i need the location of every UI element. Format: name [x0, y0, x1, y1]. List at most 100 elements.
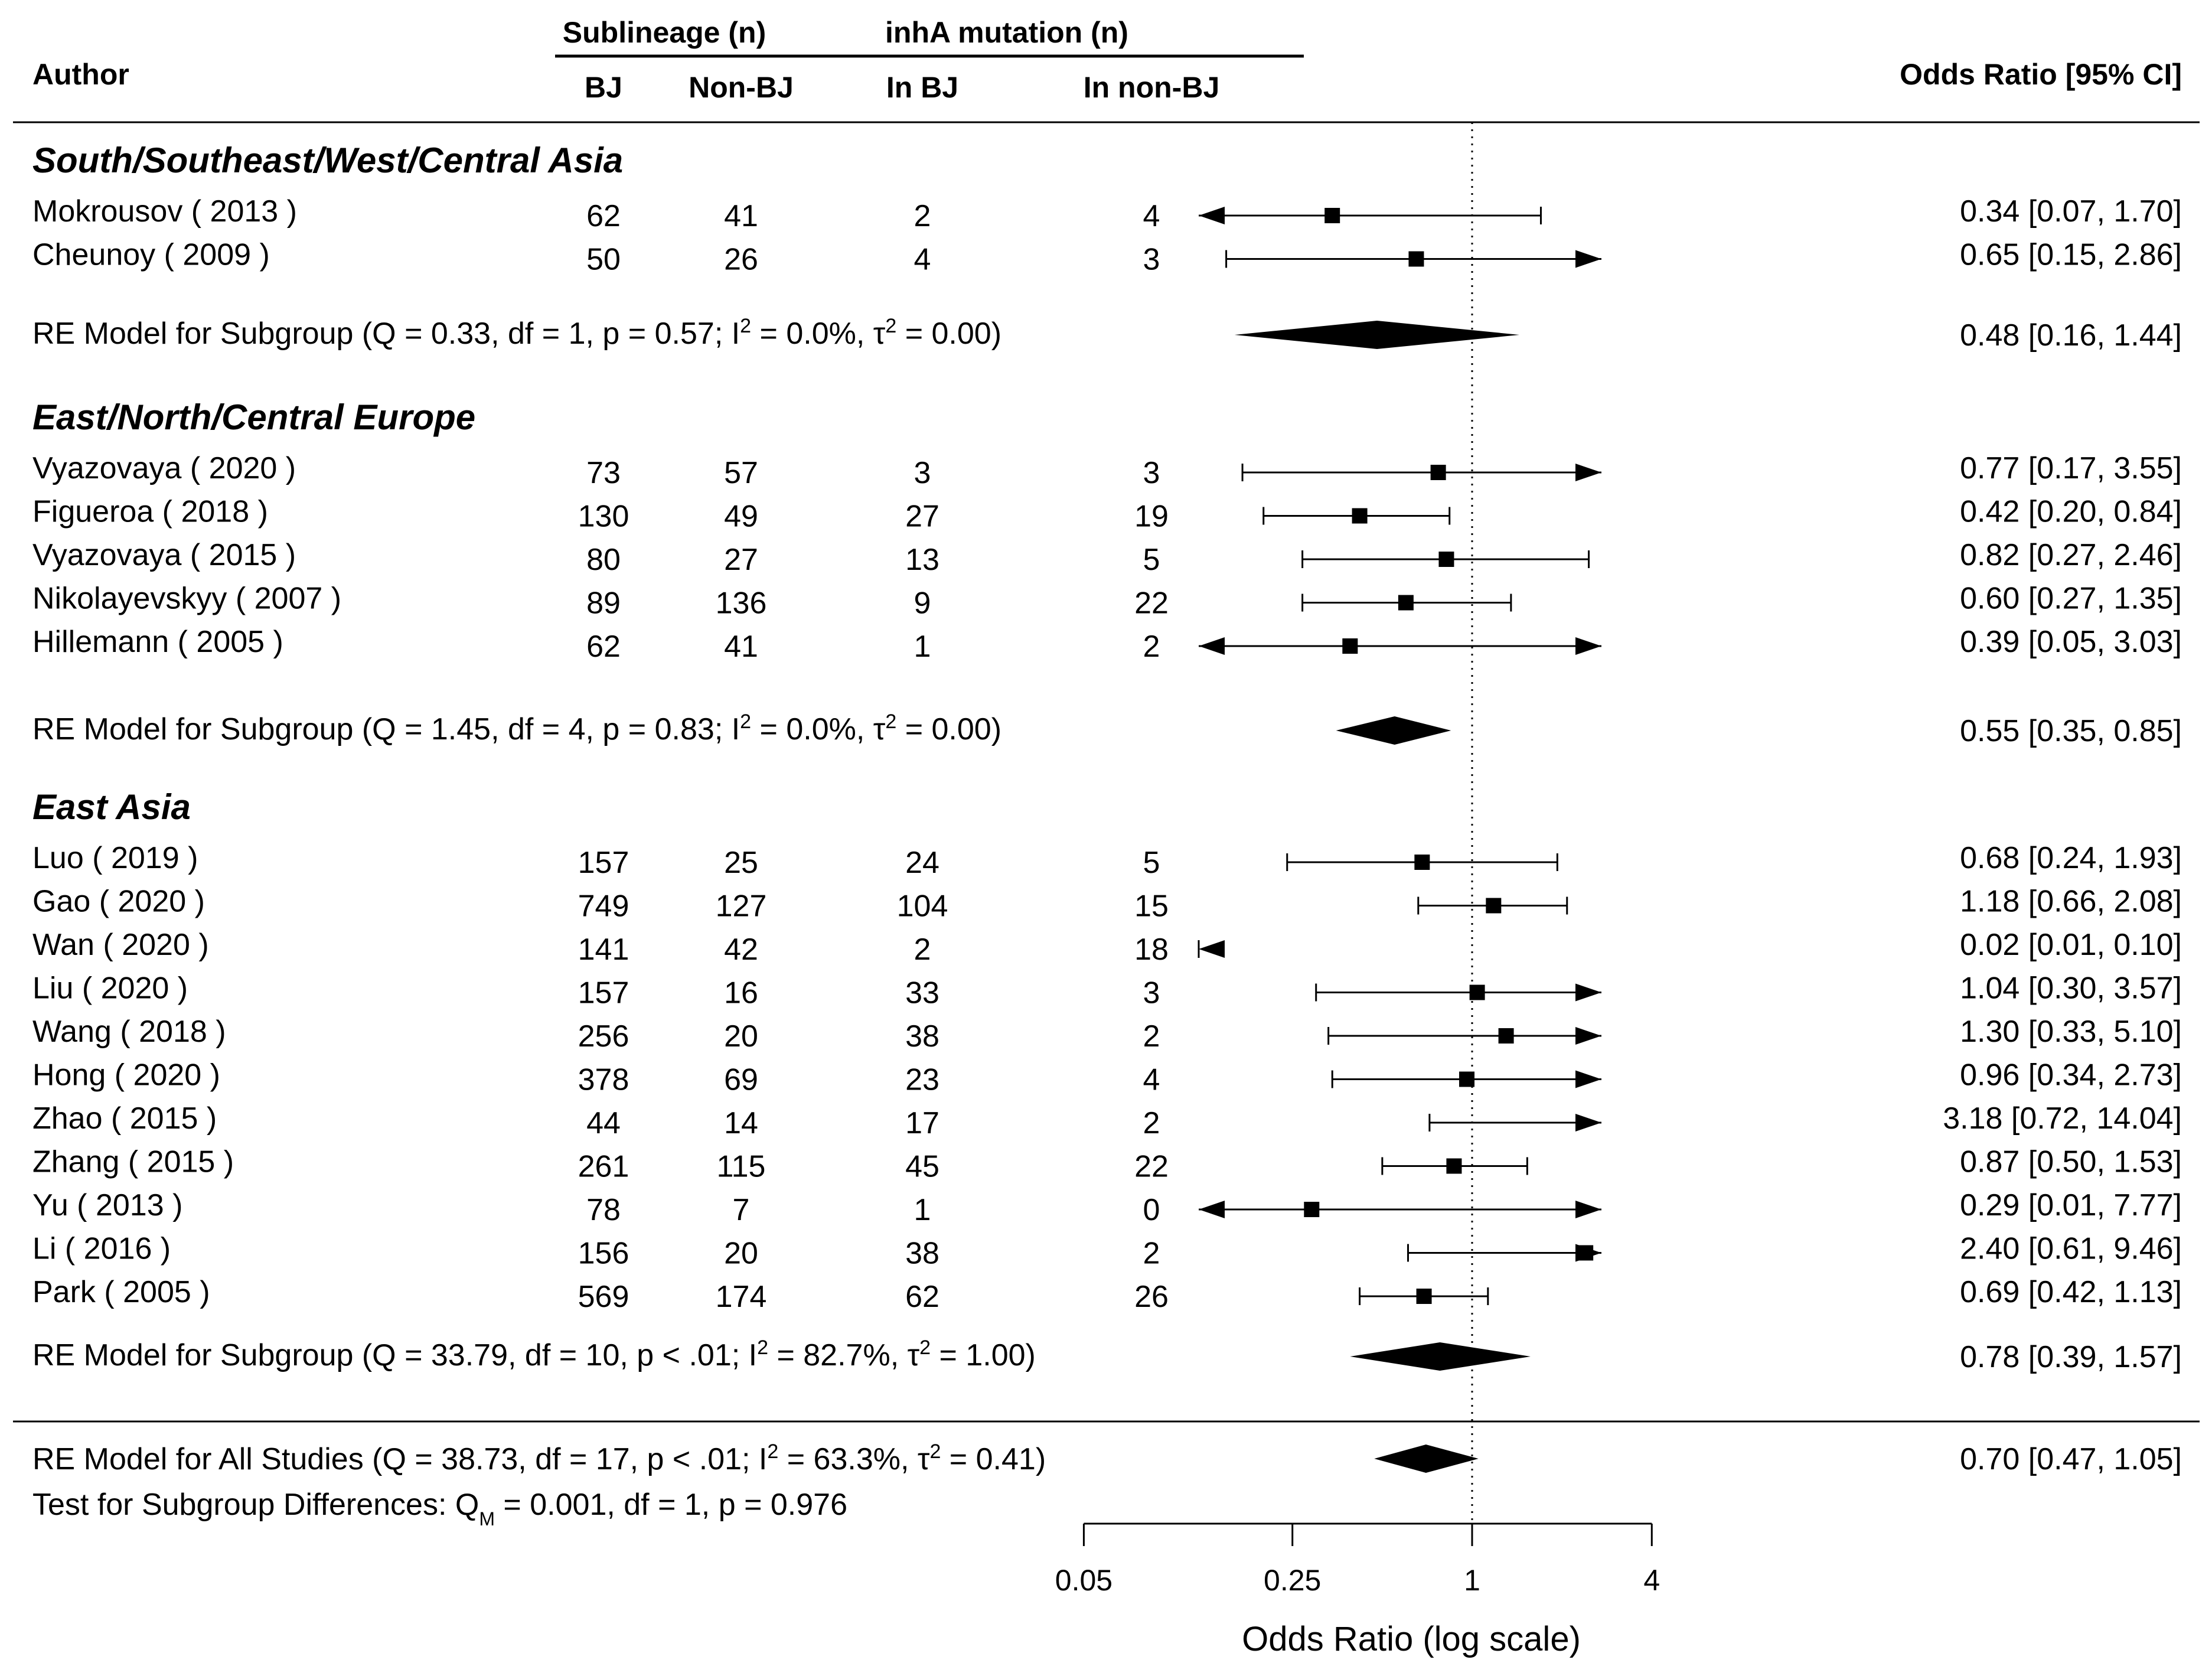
point-estimate [1469, 984, 1485, 1000]
inha-mutation-header: inhA mutation (n) [885, 16, 1128, 49]
overall-model-label: RE Model for All Studies (Q = 38.73, df … [32, 1440, 1046, 1476]
odds-ratio-ci: 0.29 [0.01, 7.77] [1960, 1188, 2182, 1222]
study-author: Hong ( 2020 ) [32, 1058, 220, 1093]
in-non-bj-count: 3 [1143, 976, 1160, 1010]
in-bj-count: 9 [914, 586, 931, 621]
ci-arrow-left [1199, 940, 1225, 958]
bj-count: 80 [586, 543, 621, 577]
ci-mark [1331, 1070, 1601, 1088]
in-non-bj-count: 3 [1143, 456, 1160, 490]
study-row: Mokrousov ( 2013 ) 62 41 2 4 0.34 [0.07, 1.70… [32, 194, 2182, 233]
point-estimate [1416, 1289, 1432, 1304]
study-author: Gao ( 2020 ) [32, 885, 205, 919]
bj-count: 261 [578, 1150, 629, 1184]
point-estimate [1430, 465, 1446, 480]
in-bj-count: 38 [905, 1237, 939, 1271]
in-non-bj-count: 15 [1134, 889, 1169, 924]
subgroup-title: East Asia [32, 787, 191, 827]
ci-mark [1286, 853, 1558, 871]
study-author: Liu ( 2020 ) [32, 971, 188, 1006]
non-bj-count: 14 [724, 1106, 758, 1140]
ci-mark [1359, 1287, 1489, 1305]
point-estimate [1408, 251, 1424, 267]
subgroup-2: East/North/Central Europe Vyazovaya ( 202… [32, 397, 2182, 748]
study-row: Nikolayevskyy ( 2007 ) 89 136 9 22 0.60 [0.27… [32, 582, 2182, 621]
non-bj-count: 127 [716, 889, 767, 924]
point-estimate [1486, 898, 1502, 914]
re-model-label: RE Model for Subgroup (Q = 0.33, df = 1,… [32, 315, 1001, 351]
odds-ratio-ci: 1.18 [0.66, 2.08] [1960, 885, 2182, 919]
bj-count: 62 [586, 630, 621, 664]
axis-tick-label: 4 [1643, 1564, 1660, 1597]
in-non-bj-count: 4 [1143, 199, 1160, 233]
odds-ratio-ci: 0.42 [0.20, 0.84] [1960, 495, 2182, 529]
ci-mark [1407, 1244, 1601, 1262]
ci-mark [1241, 464, 1601, 481]
re-model-diamond [1350, 1342, 1531, 1371]
overall-diamond [1374, 1445, 1479, 1473]
in-bj-count: 27 [905, 500, 939, 534]
point-estimate [1414, 855, 1430, 870]
study-row: Wan ( 2020 ) 141 42 2 18 0.02 [0.01, 0.10] [32, 928, 2182, 967]
in-bj-count: 62 [905, 1280, 939, 1314]
study-author: Hillemann ( 2005 ) [32, 625, 283, 659]
in-bj-count: 38 [905, 1019, 939, 1054]
sublineage-header: Sublineage (n) [563, 16, 766, 49]
in-non-bj-count: 5 [1143, 846, 1160, 880]
in-bj-count: 2 [914, 199, 931, 233]
in-non-bj-count: 26 [1134, 1280, 1169, 1314]
in-bj-count: 4 [914, 243, 931, 277]
odds-ratio-ci: 3.18 [0.72, 14.04] [1943, 1101, 2182, 1136]
study-row: Vyazovaya ( 2015 ) 80 27 13 5 0.82 [0.27, 2.4… [32, 538, 2182, 577]
in-non-bj-column-header: In non-BJ [1084, 71, 1220, 104]
study-author: Mokrousov ( 2013 ) [32, 194, 297, 229]
in-non-bj-count: 2 [1143, 1106, 1160, 1140]
odds-ratio-ci: 0.02 [0.01, 0.10] [1960, 928, 2182, 962]
ci-mark [1301, 594, 1512, 612]
non-bj-count: 20 [724, 1237, 758, 1271]
in-non-bj-count: 22 [1134, 1150, 1169, 1184]
bj-count: 78 [586, 1193, 621, 1227]
in-bj-count: 23 [905, 1063, 939, 1097]
point-estimate [1498, 1028, 1514, 1044]
ci-mark [1225, 250, 1601, 268]
ci-mark [1199, 637, 1601, 655]
in-bj-count: 3 [914, 456, 931, 490]
study-author: Cheunoy ( 2009 ) [32, 238, 270, 272]
in-bj-count: 13 [905, 543, 939, 577]
bj-count: 256 [578, 1019, 629, 1054]
study-row: Zhang ( 2015 ) 261 115 45 22 0.87 [0.50, 1.53… [32, 1145, 2182, 1184]
study-author: Figueroa ( 2018 ) [32, 495, 268, 529]
ci-arrow-right [1575, 250, 1601, 268]
study-row: Wang ( 2018 ) 256 20 38 2 1.30 [0.33, 5.10] [32, 1015, 2182, 1054]
study-author: Luo ( 2019 ) [32, 841, 198, 875]
ci-arrow-right [1575, 1027, 1601, 1045]
re-model-label: RE Model for Subgroup (Q = 33.79, df = 1… [32, 1336, 1036, 1372]
ci-mark [1327, 1027, 1601, 1045]
ci-mark [1199, 207, 1542, 224]
study-row: Zhao ( 2015 ) 44 14 17 2 3.18 [0.72, 14.04] [32, 1101, 2182, 1140]
bj-count: 44 [586, 1106, 621, 1140]
point-estimate [1459, 1071, 1475, 1087]
re-model-diamond [1336, 716, 1451, 745]
non-bj-count: 41 [724, 630, 758, 664]
odds-ratio-ci: 0.82 [0.27, 2.46] [1960, 538, 2182, 572]
in-bj-count: 104 [897, 889, 948, 924]
point-estimate [1578, 1245, 1594, 1261]
ci-mark [1198, 940, 1225, 958]
non-bj-count: 57 [724, 456, 758, 490]
non-bj-count: 27 [724, 543, 758, 577]
ci-arrow-right [1575, 464, 1601, 481]
non-bj-count: 41 [724, 199, 758, 233]
ci-mark [1381, 1157, 1528, 1175]
re-model-estimate: 0.78 [0.39, 1.57] [1960, 1340, 2182, 1374]
study-row: Yu ( 2013 ) 78 7 1 0 0.29 [0.01, 7.77] [32, 1188, 2182, 1227]
point-estimate [1352, 508, 1368, 524]
non-bj-count: 49 [724, 500, 758, 534]
odds-ratio-ci: 0.96 [0.34, 2.73] [1960, 1058, 2182, 1093]
bj-column-header: BJ [585, 71, 622, 104]
in-non-bj-count: 2 [1143, 1237, 1160, 1271]
odds-ratio-column-header: Odds Ratio [95% CI] [1900, 58, 2182, 91]
